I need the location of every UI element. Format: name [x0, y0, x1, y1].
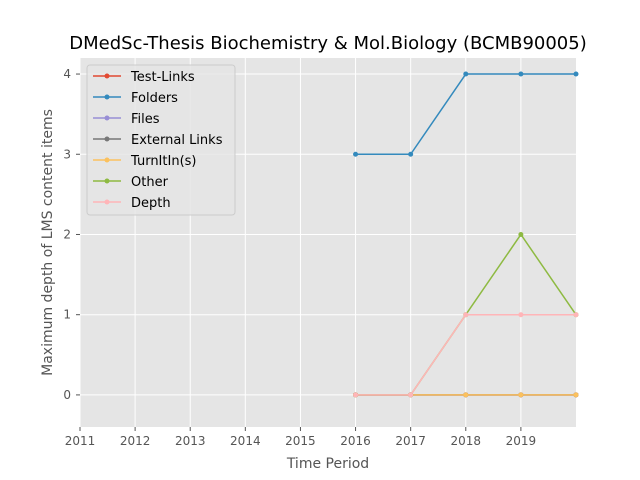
y-tick-label: 4	[63, 67, 71, 81]
x-tick-label: 2016	[340, 434, 371, 448]
x-axis-ticks: 2011 2012 2013 2014 2015 2016 2017 2018 2019	[65, 427, 536, 448]
data-point-folders	[463, 71, 469, 77]
data-point-turnitin-s	[573, 392, 579, 398]
y-tick-label: 1	[63, 308, 71, 322]
x-tick-label: 2018	[451, 434, 482, 448]
x-axis-label: Time Period	[286, 456, 369, 472]
legend-label-external-links: External Links	[131, 133, 223, 148]
legend-marker-external-links	[104, 136, 110, 142]
legend-box	[86, 64, 236, 216]
x-tick-label: 2019	[506, 434, 537, 448]
data-point-depth	[463, 312, 469, 318]
legend-label-other: Other	[131, 175, 169, 190]
x-tick-label: 2015	[285, 434, 316, 448]
legend-label-folders: Folders	[131, 91, 178, 106]
legend-label-turnitin-s: TurnItIn(s)	[130, 154, 196, 169]
legend-marker-files	[104, 115, 110, 121]
legend-marker-other	[104, 178, 110, 184]
chart-title: DMedSc-Thesis Biochemistry & Mol.Biology…	[69, 33, 586, 54]
legend-marker-turnitin-s	[104, 157, 110, 163]
data-point-other	[518, 231, 524, 237]
data-point-turnitin-s	[518, 392, 524, 398]
series-lines	[353, 71, 579, 398]
data-point-depth	[573, 312, 579, 318]
x-tick-label: 2014	[230, 434, 261, 448]
legend-marker-test-links	[104, 73, 110, 79]
data-point-depth	[408, 392, 414, 398]
x-tick-label: 2012	[120, 434, 151, 448]
legend-marker-folders	[104, 94, 110, 100]
y-axis-ticks: 0 1 2 3 4	[63, 67, 80, 402]
data-point-folders	[353, 151, 359, 157]
y-axis-label: Maximum depth of LMS content items	[40, 109, 56, 376]
data-point-turnitin-s	[463, 392, 469, 398]
x-tick-label: 2011	[65, 434, 96, 448]
legend-marker-depth	[104, 199, 110, 205]
data-point-depth	[353, 392, 359, 398]
data-point-depth	[518, 312, 524, 318]
y-tick-label: 2	[63, 227, 71, 241]
x-tick-label: 2013	[175, 434, 206, 448]
y-tick-label: 0	[63, 388, 71, 402]
data-point-folders	[408, 151, 414, 157]
data-point-folders	[518, 71, 524, 77]
y-tick-label: 3	[63, 147, 71, 161]
legend-label-depth: Depth	[131, 196, 171, 211]
legend-label-files: Files	[131, 112, 160, 127]
legend-label-test-links: Test-Links	[130, 70, 195, 85]
legend: Test-Links Folders Files External Links Turn…	[86, 64, 236, 216]
data-point-folders	[573, 71, 579, 77]
x-tick-label: 2017	[395, 434, 426, 448]
